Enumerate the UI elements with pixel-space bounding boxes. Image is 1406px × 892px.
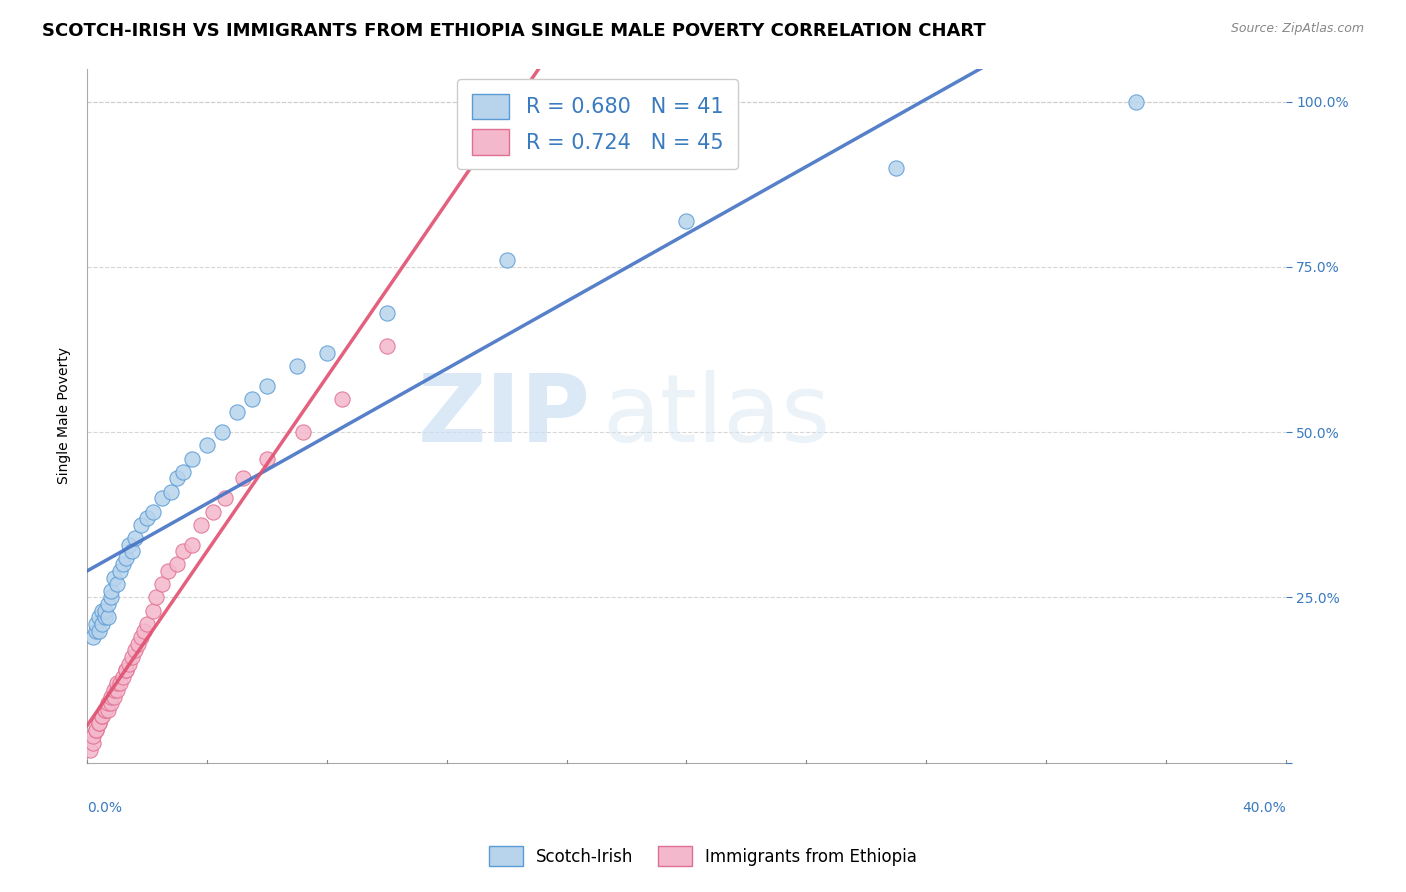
Point [166, 558, 188, 572]
Text: 40.0%: 40.0% [1241, 801, 1285, 815]
Point [118, 657, 141, 671]
Point [291, 425, 314, 440]
Point [112, 558, 135, 572]
Point [145, 591, 167, 605]
Point [100, 583, 122, 598]
Text: 0.0%: 0.0% [87, 801, 122, 815]
Point [84, 616, 107, 631]
Point [142, 504, 165, 518]
Point [127, 637, 149, 651]
Point [136, 616, 159, 631]
Point [84, 723, 107, 737]
Point [129, 630, 152, 644]
Point [91, 709, 114, 723]
Point [129, 517, 152, 532]
Point [121, 650, 143, 665]
Point [166, 471, 188, 485]
Point [94, 610, 117, 624]
Point [124, 643, 146, 657]
Legend: R = 0.680   N = 41, R = 0.724   N = 45: R = 0.680 N = 41, R = 0.724 N = 45 [457, 78, 738, 169]
Text: Source: ZipAtlas.com: Source: ZipAtlas.com [1230, 22, 1364, 36]
Point [115, 663, 138, 677]
Point [181, 451, 204, 466]
Point [103, 571, 125, 585]
Point [100, 696, 122, 710]
Point [91, 604, 114, 618]
Point [82, 736, 104, 750]
Point [112, 670, 135, 684]
Point [256, 451, 278, 466]
Point [285, 359, 308, 373]
Point [79, 742, 101, 756]
Point [89, 610, 111, 624]
Point [100, 591, 122, 605]
Point [103, 690, 125, 704]
Point [84, 723, 107, 737]
Point [330, 392, 353, 406]
Point [375, 339, 398, 353]
Point [105, 577, 128, 591]
Point [97, 597, 120, 611]
Y-axis label: Single Male Poverty: Single Male Poverty [58, 347, 72, 484]
Point [1125, 95, 1147, 109]
Point [94, 604, 117, 618]
Point [132, 624, 155, 638]
Point [82, 630, 104, 644]
Point [136, 511, 159, 525]
Point [103, 683, 125, 698]
Point [89, 716, 111, 731]
Point [315, 346, 337, 360]
Point [105, 676, 128, 690]
Point [89, 716, 111, 731]
Point [108, 676, 131, 690]
Point [232, 471, 254, 485]
Point [124, 531, 146, 545]
Point [142, 604, 165, 618]
Point [150, 577, 173, 591]
Legend: Scotch-Irish, Immigrants from Ethiopia: Scotch-Irish, Immigrants from Ethiopia [481, 838, 925, 875]
Point [256, 379, 278, 393]
Point [157, 564, 180, 578]
Point [201, 504, 224, 518]
Point [150, 491, 173, 506]
Point [94, 703, 117, 717]
Point [97, 696, 120, 710]
Point [94, 703, 117, 717]
Point [115, 550, 138, 565]
Point [240, 392, 263, 406]
Point [172, 544, 194, 558]
Point [82, 729, 104, 743]
Point [195, 438, 218, 452]
Point [108, 564, 131, 578]
Point [97, 703, 120, 717]
Point [211, 425, 233, 440]
Point [91, 616, 114, 631]
Point [226, 405, 249, 419]
Point [172, 465, 194, 479]
Point [160, 484, 183, 499]
Point [884, 161, 907, 175]
Point [495, 253, 517, 268]
Point [91, 709, 114, 723]
Point [190, 517, 212, 532]
Text: SCOTCH-IRISH VS IMMIGRANTS FROM ETHIOPIA SINGLE MALE POVERTY CORRELATION CHART: SCOTCH-IRISH VS IMMIGRANTS FROM ETHIOPIA… [42, 22, 986, 40]
Point [115, 663, 138, 677]
Point [675, 213, 697, 227]
Text: ZIP: ZIP [418, 369, 591, 462]
Point [89, 624, 111, 638]
Point [100, 690, 122, 704]
Point [214, 491, 236, 506]
Point [105, 683, 128, 698]
Point [84, 624, 107, 638]
Point [375, 306, 398, 320]
Point [121, 544, 143, 558]
Point [97, 610, 120, 624]
Point [181, 538, 204, 552]
Point [118, 538, 141, 552]
Text: atlas: atlas [603, 369, 831, 462]
